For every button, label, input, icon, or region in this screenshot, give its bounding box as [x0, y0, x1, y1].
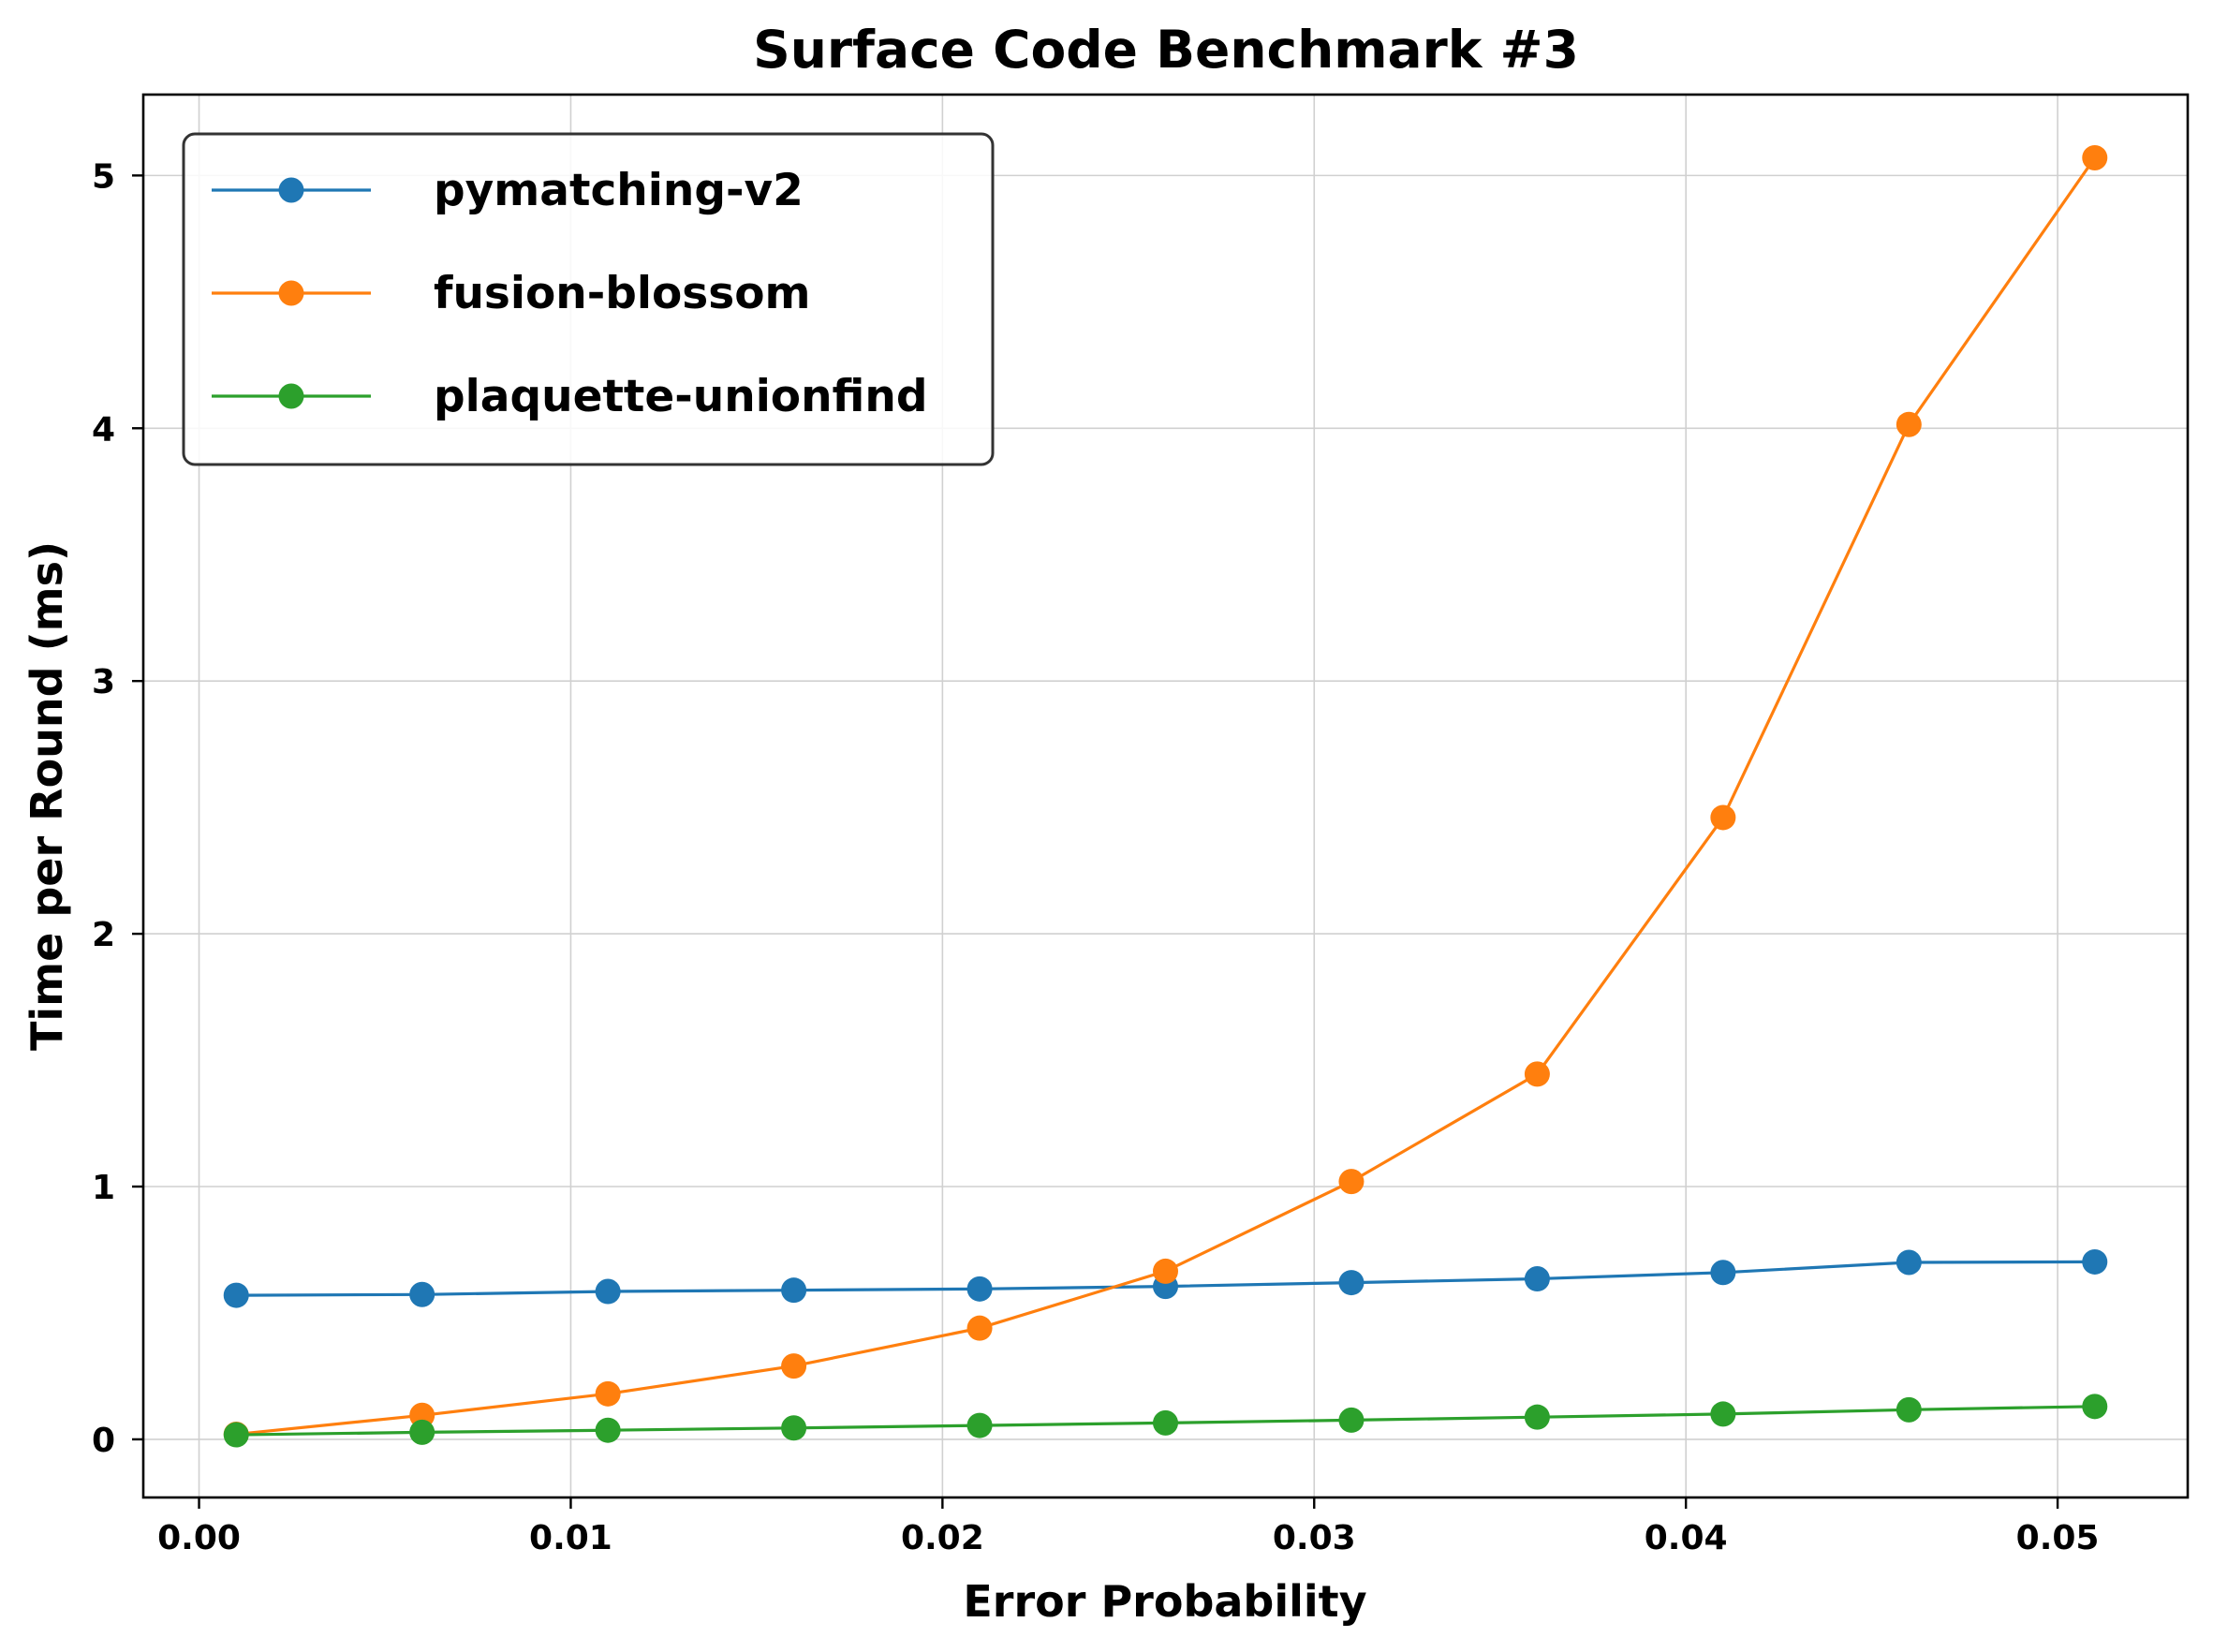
data-point-fusion-blossom — [2082, 144, 2108, 170]
series-pymatching-v2 — [223, 1248, 2108, 1308]
data-point-fusion-blossom — [1524, 1061, 1550, 1087]
data-point-plaquette-unionfind — [1524, 1404, 1550, 1430]
data-point-fusion-blossom — [1338, 1169, 1365, 1195]
y-tick-label: 3 — [92, 663, 115, 701]
plot-area — [223, 144, 2108, 1448]
data-point-pymatching-v2 — [595, 1278, 621, 1305]
data-point-pymatching-v2 — [409, 1281, 435, 1307]
legend-swatch-marker — [278, 383, 304, 409]
data-point-pymatching-v2 — [1338, 1270, 1365, 1296]
chart-title: Surface Code Benchmark #3 — [753, 20, 1579, 80]
series-fusion-blossom — [223, 144, 2108, 1448]
data-point-plaquette-unionfind — [595, 1417, 621, 1443]
y-tick-label: 5 — [92, 157, 115, 196]
data-point-plaquette-unionfind — [1896, 1396, 1922, 1423]
x-tick-label: 0.00 — [157, 1519, 241, 1557]
data-point-fusion-blossom — [1896, 411, 1922, 437]
y-axis-label: Time per Round (ms) — [22, 541, 72, 1051]
data-point-plaquette-unionfind — [2082, 1394, 2108, 1420]
data-point-plaquette-unionfind — [966, 1412, 993, 1438]
y-tick-label: 0 — [92, 1422, 115, 1460]
x-tick-label: 0.03 — [1273, 1519, 1356, 1557]
data-point-pymatching-v2 — [223, 1282, 249, 1308]
legend-entry-fusion-blossom: fusion-blossom — [212, 268, 811, 319]
legend-swatch-marker — [278, 280, 304, 306]
legend-entry-pymatching-v2: pymatching-v2 — [212, 165, 804, 216]
legend-entry-plaquette-unionfind: plaquette-unionfind — [212, 371, 928, 422]
data-point-pymatching-v2 — [1710, 1260, 1736, 1286]
legend: pymatching-v2 fusion-blossom plaquette-uni… — [182, 132, 995, 466]
axis-ticks: 0.00 0.01 0.02 0.03 0.04 0.05 0 1 2 3 4 5 — [92, 157, 2100, 1557]
legend-box — [182, 132, 995, 466]
data-point-fusion-blossom — [1710, 804, 1736, 831]
data-point-fusion-blossom — [966, 1315, 993, 1341]
data-point-plaquette-unionfind — [1153, 1409, 1178, 1436]
data-point-plaquette-unionfind — [409, 1419, 435, 1445]
data-point-pymatching-v2 — [1524, 1266, 1550, 1292]
plot-frame — [141, 93, 2190, 1499]
data-point-fusion-blossom — [595, 1380, 621, 1407]
y-tick-label: 1 — [92, 1169, 115, 1207]
data-point-plaquette-unionfind — [1338, 1407, 1365, 1433]
legend-label: fusion-blossom — [434, 268, 811, 319]
data-point-plaquette-unionfind — [781, 1415, 807, 1441]
x-tick-label: 0.01 — [529, 1519, 612, 1557]
legend-label: pymatching-v2 — [434, 165, 804, 216]
x-tick-label: 0.05 — [2016, 1519, 2100, 1557]
data-point-plaquette-unionfind — [223, 1422, 249, 1448]
x-tick-label: 0.04 — [1645, 1519, 1728, 1557]
y-tick-label: 4 — [92, 410, 115, 449]
data-point-fusion-blossom — [1153, 1258, 1178, 1284]
data-point-pymatching-v2 — [966, 1276, 993, 1302]
data-point-pymatching-v2 — [2082, 1248, 2108, 1275]
y-tick-label: 2 — [92, 916, 115, 954]
legend-swatch-marker — [278, 177, 304, 203]
data-point-pymatching-v2 — [1896, 1249, 1922, 1276]
data-point-plaquette-unionfind — [1710, 1401, 1736, 1427]
legend-label: plaquette-unionfind — [434, 371, 928, 422]
series-plaquette-unionfind — [223, 1394, 2108, 1448]
x-tick-label: 0.02 — [901, 1519, 984, 1557]
data-point-fusion-blossom — [781, 1353, 807, 1379]
x-axis-label: Error Probability — [963, 1576, 1366, 1627]
data-point-pymatching-v2 — [781, 1277, 807, 1304]
